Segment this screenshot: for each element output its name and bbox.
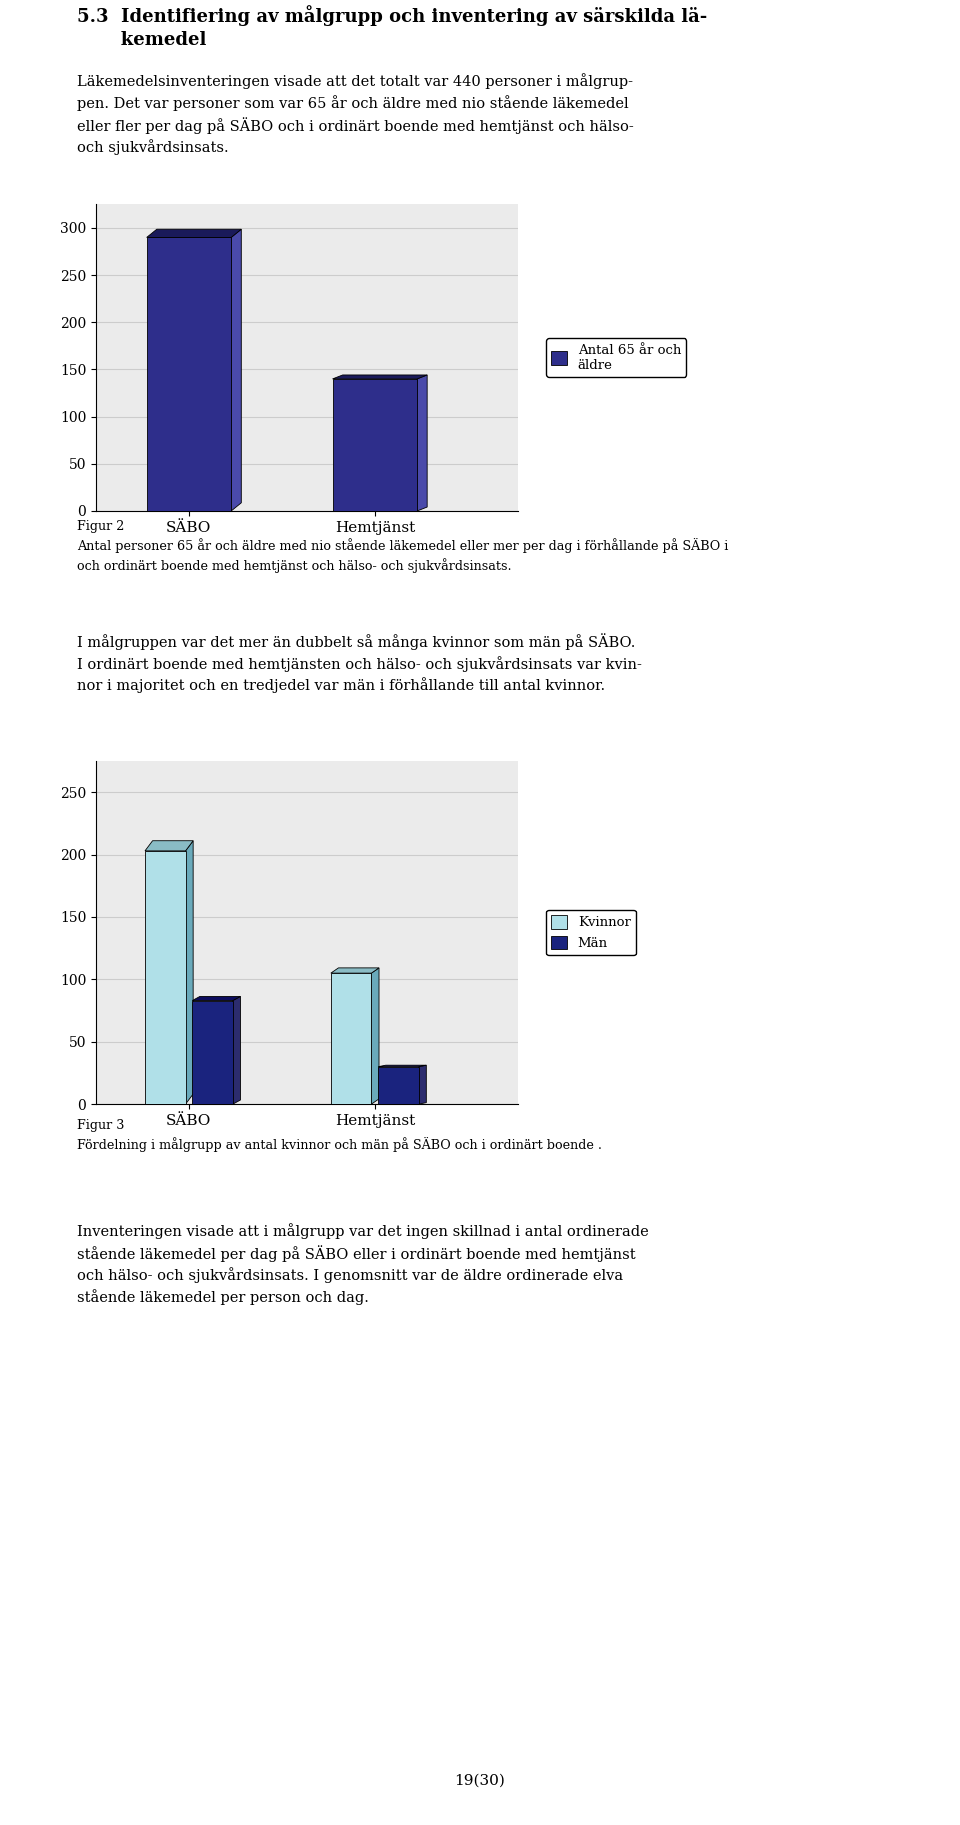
Polygon shape <box>147 230 241 237</box>
Polygon shape <box>417 374 427 511</box>
Bar <box>147 237 231 511</box>
Text: Läkemedelsinventeringen visade att det totalt var 440 personer i målgrup-
pen. D: Läkemedelsinventeringen visade att det t… <box>77 73 634 155</box>
Bar <box>331 973 372 1104</box>
Polygon shape <box>185 841 193 1104</box>
Text: Figur 2
Antal personer 65 år och äldre med nio stående läkemedel eller mer per d: Figur 2 Antal personer 65 år och äldre m… <box>77 520 729 573</box>
Polygon shape <box>233 996 240 1104</box>
Polygon shape <box>331 967 379 973</box>
Text: 19(30): 19(30) <box>455 1774 505 1787</box>
Text: Inventeringen visade att i målgrupp var det ingen skillnad i antal ordinerade
st: Inventeringen visade att i målgrupp var … <box>77 1223 649 1305</box>
Polygon shape <box>372 967 379 1104</box>
Bar <box>192 1000 233 1104</box>
Polygon shape <box>231 230 241 511</box>
Bar <box>332 380 417 511</box>
Text: Figur 3
Fördelning i målgrupp av antal kvinnor och män på SÄBO och i ordinärt bo: Figur 3 Fördelning i målgrupp av antal k… <box>77 1119 602 1152</box>
Bar <box>378 1066 419 1104</box>
Polygon shape <box>192 996 240 1000</box>
Polygon shape <box>419 1066 426 1104</box>
Text: 5.3  Identifiering av målgrupp och inventering av särskilda lä-
       kemedel: 5.3 Identifiering av målgrupp och invent… <box>77 5 708 49</box>
Bar <box>145 850 185 1104</box>
Polygon shape <box>332 374 427 380</box>
Legend: Antal 65 år och
äldre: Antal 65 år och äldre <box>546 338 686 378</box>
Polygon shape <box>145 841 193 850</box>
Text: I målgruppen var det mer än dubbelt så många kvinnor som män på SÄBO.
I ordinärt: I målgruppen var det mer än dubbelt så m… <box>77 633 641 694</box>
Legend: Kvinnor, Män: Kvinnor, Män <box>546 911 636 954</box>
